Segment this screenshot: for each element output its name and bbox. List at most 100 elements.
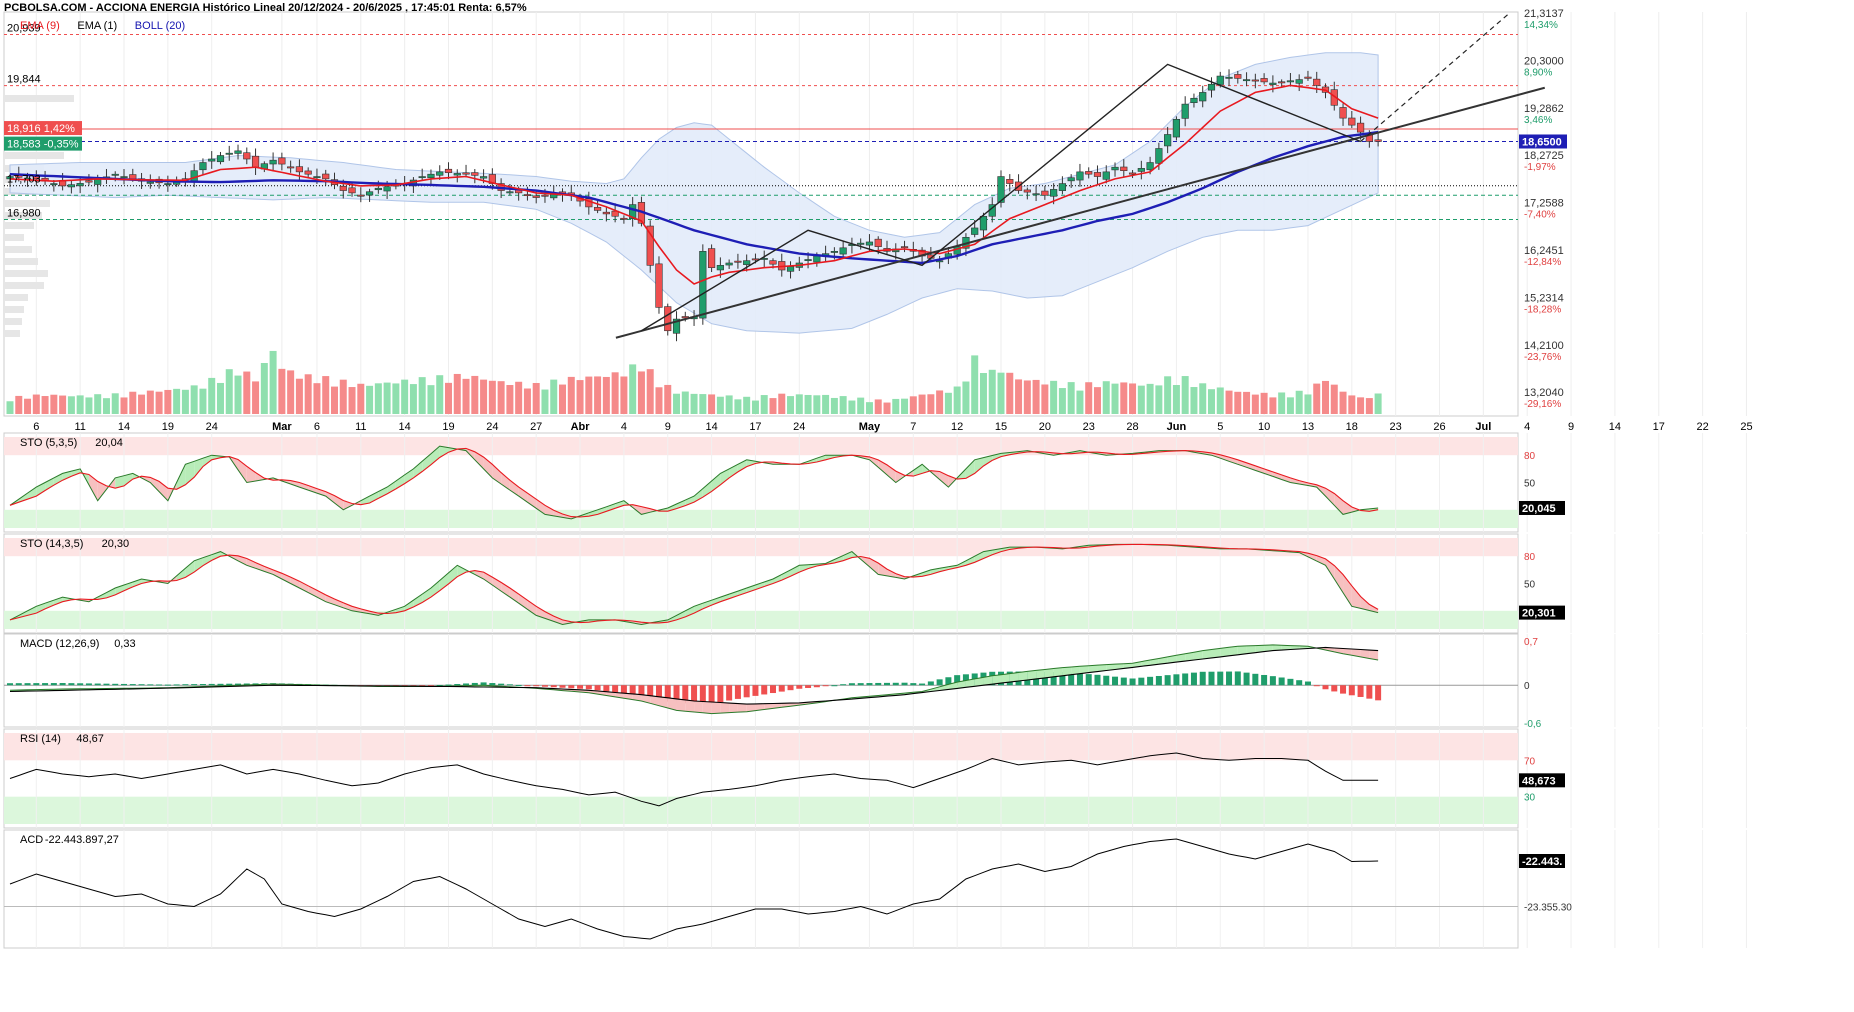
volume-bar (979, 373, 987, 414)
panel-value-tag-label: 20,301 (1522, 608, 1556, 620)
volume-bar (927, 394, 935, 414)
volume-bar (944, 392, 952, 414)
indicator-panel-frame (3, 728, 1519, 829)
candle (339, 185, 347, 191)
candle (225, 152, 233, 155)
macd-fill (957, 680, 966, 689)
bollinger-band (9, 52, 1379, 334)
y-axis-label: 15,2314 (1524, 292, 1564, 304)
stochastic-fill (632, 504, 642, 515)
indicator-panel-frame (3, 533, 1519, 634)
volume-bar (567, 376, 575, 414)
stochastic-fill (159, 481, 168, 501)
volume-bar (488, 380, 496, 414)
macd-fill (1325, 647, 1335, 652)
stochastic-fill (387, 480, 396, 494)
macd-histogram-bar (813, 685, 820, 688)
macd-histogram-bar (243, 683, 250, 686)
stochastic-fill (544, 505, 554, 516)
volume-bar (681, 391, 689, 414)
volume-bar (1304, 394, 1312, 414)
panel-value: 48,67 (76, 733, 104, 745)
macd-histogram-bar (533, 685, 540, 687)
volume-bar (102, 398, 110, 414)
stochastic-fill (974, 551, 984, 563)
macd-fill (1351, 649, 1361, 657)
volume-bar (813, 395, 821, 414)
macd-fill (658, 696, 668, 709)
stochastic-fill (1316, 555, 1326, 566)
candle (462, 172, 470, 175)
candle (111, 173, 119, 176)
candle (287, 166, 295, 169)
stochastic-fill (553, 616, 563, 625)
stochastic-fill (1343, 574, 1352, 607)
candle (1199, 92, 1207, 102)
volume-bar (550, 379, 558, 414)
macd-histogram-bar (147, 684, 154, 686)
macd-histogram-bar (1269, 676, 1276, 686)
volume-bar (67, 396, 75, 414)
macd-histogram-bar (717, 685, 724, 703)
stochastic-fill (53, 597, 63, 606)
volume-bar (769, 398, 777, 414)
x-axis-label: 13 (1302, 421, 1314, 433)
volume-bar (1120, 382, 1128, 414)
volume-bar (401, 379, 409, 414)
volume-bar (787, 396, 795, 414)
y-axis-label: 20,3000 (1524, 55, 1564, 67)
stochastic-fill (124, 581, 133, 591)
macd-histogram-bar (103, 683, 110, 686)
volume-bar (576, 380, 584, 414)
x-axis-label: 25 (1740, 421, 1752, 433)
candle (313, 176, 321, 179)
volume-bar (830, 397, 838, 414)
x-axis-label: 9 (1568, 421, 1574, 433)
candle (383, 186, 391, 192)
indicator-panel-frame (3, 829, 1519, 949)
macd-fill (1229, 646, 1238, 656)
macd-histogram-bar (498, 683, 505, 686)
candle (725, 262, 733, 266)
indicator-legend: BOLL (20) (135, 20, 185, 32)
macd-fill (1360, 649, 1370, 659)
macd-histogram-bar (962, 674, 969, 686)
macd-fill (1027, 670, 1037, 680)
volume-bar (953, 386, 961, 414)
volume-bar (1155, 385, 1163, 414)
candle (620, 217, 628, 220)
ema9-line (9, 84, 1379, 285)
candle (839, 247, 847, 255)
y-axis-pct: -23,76% (1524, 352, 1561, 363)
candle (769, 260, 777, 265)
candle (672, 318, 681, 334)
stochastic-fill (457, 565, 467, 577)
y-axis-label: 18,2725 (1524, 150, 1564, 162)
stochastic-fill (623, 500, 633, 508)
x-axis-label: May (859, 421, 881, 433)
macd-fill (1281, 645, 1291, 651)
stochastic-fill (509, 480, 519, 497)
volume-bar (1313, 383, 1321, 414)
volume-bar (988, 369, 996, 414)
macd-histogram-bar (463, 683, 470, 686)
candle (857, 242, 865, 245)
stochastic-fill (965, 556, 975, 566)
candle (716, 265, 724, 271)
volume-bar (936, 390, 944, 414)
macd-fill (676, 698, 686, 712)
volume-bar (1190, 387, 1198, 414)
volume-profile-bar (4, 330, 20, 337)
candle (348, 187, 356, 194)
panel-level-label: 80 (1524, 552, 1536, 563)
y-axis-label: 16,2451 (1524, 245, 1564, 257)
panel-value: 0,33 (114, 638, 135, 650)
macd-fill (1097, 664, 1107, 672)
volume-bar (795, 394, 803, 414)
candle (1242, 79, 1251, 82)
x-axis-label: Abr (571, 421, 591, 433)
macd-histogram-bar (761, 685, 768, 695)
stochastic-fill (685, 496, 695, 506)
candle (804, 259, 812, 261)
